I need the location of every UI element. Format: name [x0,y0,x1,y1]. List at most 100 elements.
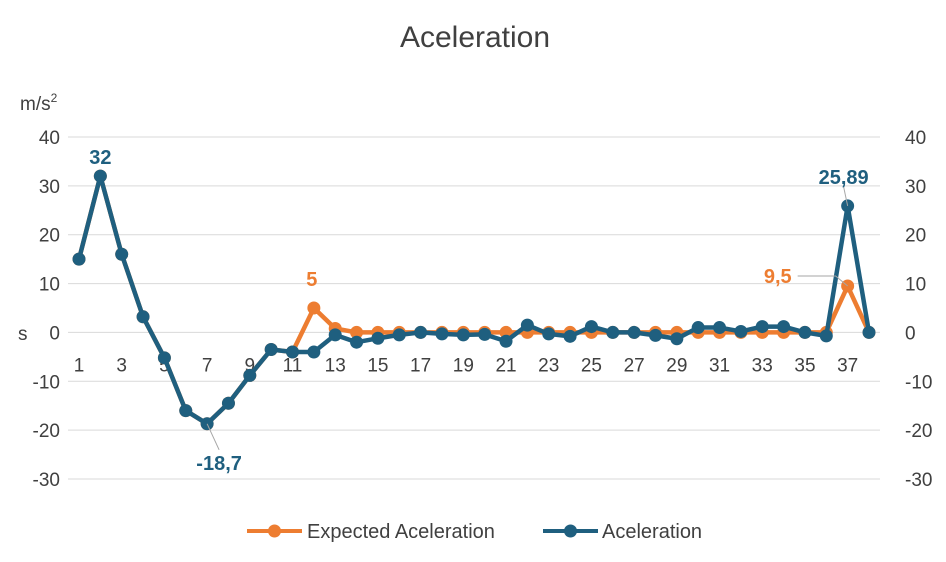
y-tick-right-6: -20 [905,421,932,442]
series-1-point-27 [627,325,641,339]
x-tick-9: 9 [245,355,256,376]
series-0-point-12 [307,301,321,315]
series-1-point-28 [648,328,662,342]
series-line-0 [76,173,872,427]
data-label-2: 5 [306,269,317,291]
series-1-point-22 [520,318,534,332]
series-1-point-32 [734,324,748,338]
x-tick-23: 23 [538,355,559,376]
x-tick-3: 3 [116,355,127,376]
y-axis-left: 40 30 20 10 0 -10 -20 -30 [33,128,60,491]
series-1-point-16 [392,328,406,342]
x-tick-15: 15 [367,355,388,376]
series-1-point-3 [115,247,129,261]
y-tick-left-6: -20 [33,421,60,442]
x-tick-37: 37 [837,355,858,376]
legend-marker-expected [268,524,281,538]
series-1-point-17 [414,325,428,339]
series-1-point-30 [691,321,705,335]
series-1-point-4 [136,310,150,324]
data-label-leader-4 [843,186,849,207]
x-tick-13: 13 [325,355,346,376]
y-tick-left-2: 20 [39,226,60,247]
y-tick-right-1: 30 [905,177,926,198]
legend-label-actual: Aceleration [602,521,702,543]
series-1-point-25 [584,320,598,334]
y-axis-right: 40 30 20 10 0 -10 -20 -30 [905,128,932,491]
series-1-point-35 [798,325,812,339]
series-1-point-19 [456,328,470,342]
data-label-leader-1 [206,423,220,451]
data-label-4: 25,89 [819,167,869,189]
series-1-point-2 [93,169,107,183]
data-label-0: 32 [89,147,111,169]
series-1-point-36 [819,329,833,343]
series-1-point-6 [179,404,193,418]
series-line-1 [76,173,872,427]
y-tick-right-3: 10 [905,275,926,296]
series-1-point-26 [606,325,620,339]
y-tick-right-0: 40 [905,128,926,149]
series-1-point-23 [542,327,556,341]
x-tick-5: 5 [159,355,170,376]
chart-title: Aceleration [400,21,550,54]
series-1-point-38 [862,325,876,339]
legend-item-expected: Expected Aceleration [247,521,495,543]
series-1-point-5 [157,351,171,365]
x-tick-7: 7 [202,355,213,376]
series-1-point-13 [328,328,342,342]
x-tick-21: 21 [495,355,516,376]
series-1-point-12 [307,345,321,359]
data-label-1: -18,7 [196,453,242,475]
y-tick-left-5: -10 [33,372,60,393]
x-tick-17: 17 [410,355,431,376]
x-tick-19: 19 [453,355,474,376]
x-tick-29: 29 [666,355,687,376]
series-0-point-14 [350,325,364,339]
series-1-point-10 [264,343,278,357]
legend-item-actual: Aceleration [543,521,702,543]
series-1-point-15 [371,331,385,345]
series-1-point-34 [777,320,791,334]
x-tick-1: 1 [74,355,85,376]
x-tick-27: 27 [624,355,645,376]
y-tick-left-1: 30 [39,177,60,198]
x-axis-unit-label: s [18,324,28,345]
series-1-point-9 [243,368,257,382]
y-axis-unit-exponent: 2 [51,91,58,105]
gridlines [68,136,880,480]
series-1-point-29 [670,332,684,346]
series-1-point-18 [435,327,449,341]
x-axis: 1 3 5 7 9 11 13 15 17 19 21 23 25 27 29 31 33 35 37 [74,355,859,376]
series-1-point-31 [713,321,727,335]
series-1-point-14 [350,335,364,349]
series-1-point-21 [499,334,513,348]
y-tick-left-0: 40 [39,128,60,149]
series-1-point-20 [478,327,492,341]
series-layer [72,169,876,431]
legend-marker-actual [564,524,577,538]
y-axis-unit-label: m/s2 [20,91,58,115]
x-tick-35: 35 [794,355,815,376]
data-label-leader-3 [797,275,848,287]
x-tick-11: 11 [283,355,303,376]
x-tick-25: 25 [581,355,602,376]
x-tick-31: 31 [709,355,730,376]
y-tick-left-7: -30 [33,470,60,491]
y-tick-right-2: 20 [905,226,926,247]
legend-label-expected: Expected Aceleration [307,521,495,543]
y-tick-left-3: 10 [39,275,60,296]
x-tick-33: 33 [752,355,773,376]
data-label-3: 9,5 [764,266,792,288]
y-tick-right-7: -30 [905,470,932,491]
data-labels: 32 -18,7 5 9,5 25,89 [89,147,868,475]
series-1-point-1 [72,252,86,266]
y-tick-left-4: 0 [49,323,60,344]
series-1-point-11 [286,345,300,359]
y-tick-right-5: -10 [905,372,932,393]
y-axis-unit-base: m/s [20,94,51,115]
series-1-point-8 [221,396,235,410]
series-1-point-24 [563,329,577,343]
legend: Expected Aceleration Aceleration [247,521,702,543]
